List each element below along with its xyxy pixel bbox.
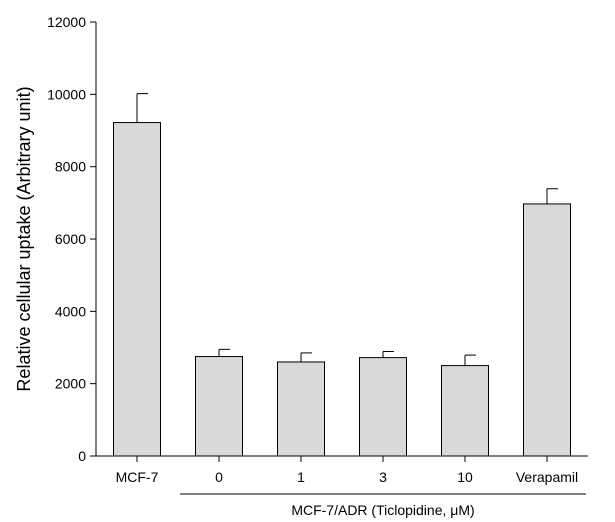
- bar-4: [441, 365, 489, 457]
- bar-1: [195, 356, 243, 457]
- group-label: MCF-7/ADR (Ticlopidine, μM): [291, 502, 474, 518]
- group-bracket: MCF-7/ADR (Ticlopidine, μM): [180, 493, 586, 518]
- x-tick-label: 3: [379, 469, 387, 485]
- y-tick-label: 0: [78, 448, 86, 464]
- x-tick-label: 10: [457, 469, 473, 485]
- y-tick-label: 2000: [55, 376, 86, 392]
- x-axis: MCF-7 0 1 3 10 Verapamil: [96, 455, 588, 485]
- y-axis-title: Relative cellular uptake (Arbitrary unit…: [14, 86, 34, 391]
- x-tick-label: 1: [297, 469, 305, 485]
- y-tick-label: 6000: [55, 231, 86, 247]
- bar-3: [359, 357, 407, 457]
- x-tick-label: 0: [215, 469, 223, 485]
- y-tick-label: 10000: [47, 86, 86, 102]
- bar-5: [523, 203, 571, 457]
- y-tick-label: 4000: [55, 303, 86, 319]
- x-tick-label: Verapamil: [516, 469, 578, 485]
- bars: [113, 93, 571, 457]
- y-tick-label: 8000: [55, 159, 86, 175]
- bar-0: [113, 122, 161, 457]
- y-axis: 0 2000 4000 6000 8000 10000 12000: [47, 14, 97, 464]
- bar-2: [277, 361, 325, 457]
- x-tick-label: MCF-7: [116, 469, 159, 485]
- y-tick-label: 12000: [47, 14, 86, 30]
